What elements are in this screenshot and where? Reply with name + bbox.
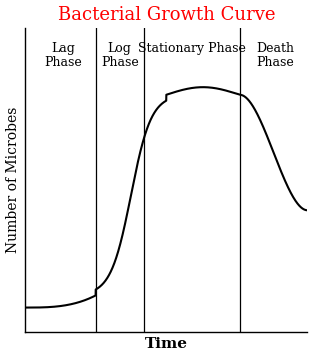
Text: Log
Phase: Log Phase <box>101 41 139 69</box>
X-axis label: Time: Time <box>145 337 188 351</box>
Y-axis label: Number of Microbes: Number of Microbes <box>6 107 19 253</box>
Text: Death
Phase: Death Phase <box>256 41 294 69</box>
Text: Stationary Phase: Stationary Phase <box>138 41 246 55</box>
Text: Lag
Phase: Lag Phase <box>44 41 82 69</box>
Title: Bacterial Growth Curve: Bacterial Growth Curve <box>58 6 275 24</box>
